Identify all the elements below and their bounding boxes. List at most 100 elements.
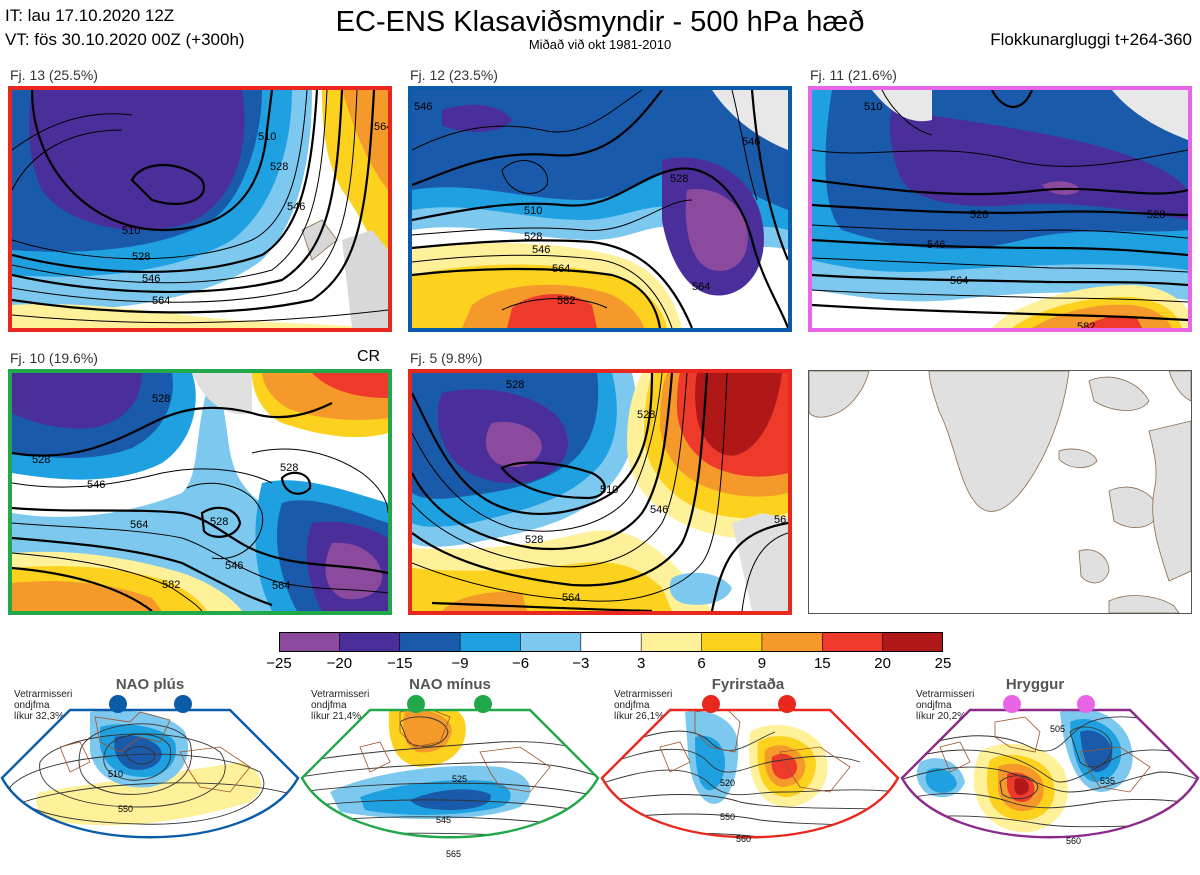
contour-label: 560: [1066, 836, 1081, 846]
contour-label: 528: [525, 534, 543, 546]
colorbar-segment: [882, 632, 944, 652]
contour-label: 582: [162, 579, 180, 591]
colorbar-segment: [399, 632, 461, 652]
contour-label: 528: [670, 173, 688, 185]
contour-label: 564: [374, 121, 388, 133]
contour-label: 550: [118, 804, 133, 814]
regime-map-ridge: 505 535 560: [900, 692, 1200, 870]
colorbar-segment: [641, 632, 703, 652]
contour-label: 564: [692, 281, 710, 293]
page-subtitle: Miðað við okt 1981-2010: [528, 37, 672, 52]
contour-label: 546: [414, 101, 432, 113]
panel-label-5: Fj. 5 (9.8%): [410, 350, 483, 366]
contour-label: 546: [650, 504, 668, 516]
clustering-window: Flokkunargluggi t+264-360: [990, 30, 1192, 49]
regime-map-nao-plus: 510 550: [0, 692, 300, 870]
contour-label: 560: [736, 834, 751, 844]
contour-label: 564: [562, 592, 580, 604]
contour-label: 546: [225, 560, 243, 572]
contour-label: 582: [1077, 321, 1095, 328]
contour-label: 528: [637, 409, 655, 421]
contour-label: 546: [87, 479, 105, 491]
contour-label: 582: [557, 295, 575, 307]
colorbar-segment: [279, 632, 340, 652]
contour-label: 528: [970, 209, 988, 221]
header-info: IT: lau 17.10.2020 12Z VT: fös 30.10.202…: [5, 4, 245, 52]
contour-label: 528: [524, 231, 542, 243]
contour-label: 546: [927, 239, 945, 251]
colorbar-segment: [339, 632, 401, 652]
cluster-marker: CR: [357, 348, 381, 365]
regime-note-1: Vetrarmisseri ondjfma líkur 32,3%: [14, 689, 73, 722]
page-title: EC-ENS Klasaviðsmyndir - 500 hPa hæð: [335, 6, 865, 38]
panel-label-1: Fj. 13 (25.5%): [10, 67, 98, 83]
regime-title-ridge: Hryggur: [1005, 676, 1065, 693]
regime-map-blocking: 520 550 560: [600, 692, 900, 870]
colorbar-tick: −3: [572, 655, 590, 672]
colorbar-segment: [580, 632, 642, 652]
colorbar-tick: 25: [934, 655, 952, 672]
contour-label: 565: [446, 849, 461, 859]
contour-label: 546: [287, 201, 305, 213]
cluster-map-4: 528 528 546 564 528 528 546 564 582: [8, 369, 392, 615]
contour-label: 546: [532, 244, 550, 256]
contour-label: 528: [210, 516, 228, 528]
colorbar-tick: −9: [451, 655, 469, 672]
contour-label: 546: [742, 136, 760, 148]
cluster-map-5: 528 528 510 546 564 528 56: [408, 369, 792, 615]
cluster-map-2: 510 528 546 564 582 528 546 564 546: [408, 86, 792, 332]
contour-label: 520: [720, 778, 735, 788]
init-time: IT: lau 17.10.2020 12Z: [5, 6, 175, 25]
contour-label: 564: [152, 295, 170, 307]
contour-label: 528: [506, 379, 524, 391]
contour-label: 528: [280, 462, 298, 474]
contour-label: 528: [132, 251, 150, 263]
colorbar-tick: 9: [757, 655, 767, 672]
regime-note-3: Vetrarmisseri ondjfma líkur 26,1%: [614, 689, 673, 722]
colorbar-labels: −25 −20 −15 −9 −6 −3 3 6 9 15 20 25: [266, 655, 951, 673]
colorbar-segment: [460, 632, 521, 652]
contour-label: 546: [142, 273, 160, 285]
cluster-map-1: 510 528 546 564 546 528 510 564: [8, 86, 392, 332]
panel-label-4: Fj. 10 (19.6%): [10, 350, 98, 366]
contour-label: 564: [272, 580, 290, 592]
valid-time: VT: fös 30.10.2020 00Z (+300h): [5, 30, 245, 49]
contour-label: 510: [122, 225, 140, 237]
colorbar-segment: [520, 632, 582, 652]
regime-title-blocking: Fyrirstaða: [711, 676, 785, 693]
colorbar: [279, 632, 944, 652]
colorbar-tick: 20: [874, 655, 891, 672]
contour-label: 525: [452, 774, 467, 784]
contour-label: 510: [600, 484, 618, 496]
contour-label: 528: [152, 393, 170, 405]
contour-label: 550: [720, 812, 735, 822]
contour-label: 510: [524, 205, 542, 217]
contour-label: 564: [552, 263, 570, 275]
contour-label: 535: [1100, 776, 1115, 786]
colorbar-segment: [701, 632, 763, 652]
contour-label: 510: [108, 769, 123, 779]
panel-label-3: Fj. 11 (21.6%): [810, 67, 897, 83]
regime-map-nao-minus: 525 545 565: [300, 692, 600, 870]
regime-title-nao-minus: NAO mínus: [409, 676, 491, 693]
colorbar-tick: −25: [266, 655, 292, 672]
colorbar-tick: 6: [697, 655, 706, 672]
contour-label: 510: [258, 131, 276, 143]
colorbar-segment: [761, 632, 823, 652]
contour-label: 564: [950, 275, 968, 287]
regime-note-2: Vetrarmisseri ondjfma líkur 21,4%: [311, 689, 370, 722]
contour-label: 528: [32, 454, 50, 466]
panel-label-2: Fj. 12 (23.5%): [410, 67, 498, 83]
contour-label: 56: [774, 514, 786, 526]
colorbar-segment: [822, 632, 884, 652]
contour-label: 528: [1147, 209, 1165, 221]
colorbar-tick: 3: [637, 655, 646, 672]
cluster-map-3: 528 546 564 582 528 510: [808, 86, 1192, 332]
base-map: [808, 370, 1192, 614]
regime-note-4: Vetrarmisseri ondjfma líkur 20,2%: [916, 689, 975, 722]
contour-label: 505: [1050, 724, 1065, 734]
colorbar-tick: −6: [511, 655, 530, 672]
contour-label: 528: [270, 161, 288, 173]
contour-label: 545: [436, 815, 451, 825]
colorbar-tick: −15: [386, 655, 413, 672]
